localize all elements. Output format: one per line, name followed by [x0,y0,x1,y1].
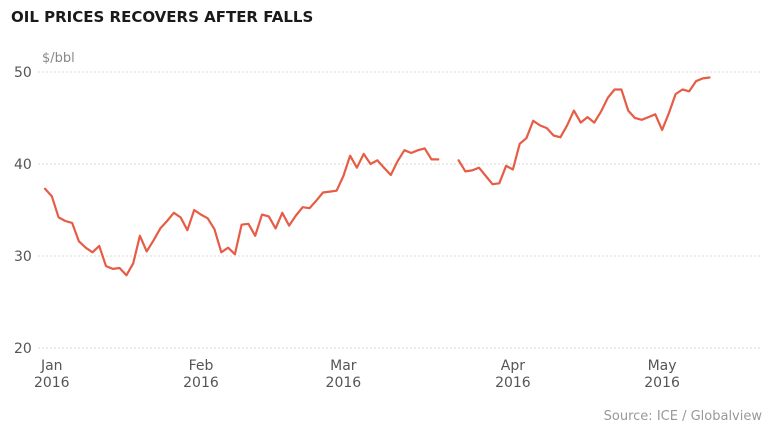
x-tick-month: Feb [189,358,214,374]
x-tick-year: 2016 [183,375,219,391]
y-tick-label: 40 [14,157,32,173]
y-tick-label: 20 [14,341,32,357]
price-line-segment [43,147,440,277]
y-tick-label: 30 [14,249,32,265]
x-tick-year: 2016 [34,375,70,391]
x-tick-month: Mar [330,358,357,374]
x-tick-year: 2016 [326,375,362,391]
x-tick-year: 2016 [495,375,531,391]
x-tick-month: May [648,358,677,374]
y-axis-label: $/bbl [42,51,75,66]
x-tick-year: 2016 [644,375,680,391]
source-note: Source: ICE / Globalview [604,409,763,424]
x-tick-month: Jan [40,358,63,374]
gridlines [38,71,762,349]
chart-title: OIL PRICES RECOVERS AFTER FALLS [11,8,313,26]
y-axis: 20 30 40 50 [14,65,32,357]
y-tick-label: 50 [14,65,32,81]
x-tick-month: Apr [501,358,525,374]
price-line-segment [457,76,711,186]
series-layer [43,76,711,277]
